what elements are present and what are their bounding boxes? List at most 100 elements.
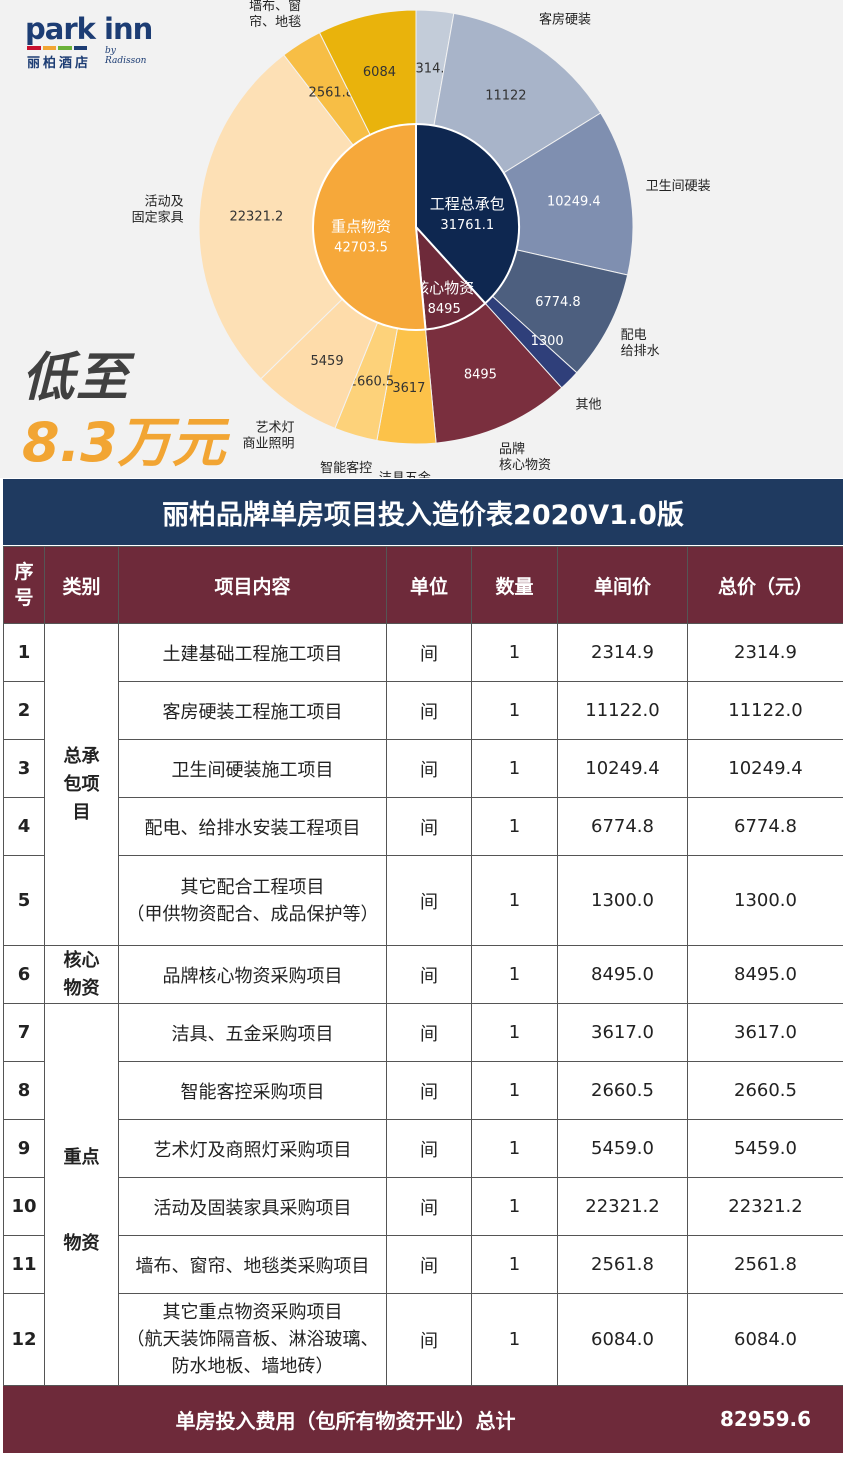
inner-name-label-2: 重点物资 [331, 218, 391, 236]
row-no: 4 [3, 797, 45, 856]
row-item-line1: 其它重点物资采购项目 [162, 1302, 343, 1323]
row-item: 墙布、窗帘、地毯类采购项目 [118, 1235, 387, 1294]
outer-value-label-2: 10249.4 [547, 195, 601, 210]
table-row: 4 配电、给排水安装工程项目 间 1 6774.8 6774.8 [3, 797, 843, 856]
row-price: 11122.0 [557, 681, 688, 740]
logo-brand: park inn [25, 12, 153, 46]
outer-value-label-0: 2314.9 [407, 62, 453, 77]
table-title: 丽柏品牌单房项目投入造价表2020V1.0版 [3, 479, 843, 545]
outer-value-label-11: 6084 [363, 65, 396, 80]
inner-value-label-2: 42703.5 [334, 241, 388, 256]
row-no: 6 [3, 945, 45, 1004]
category-key-line1: 重点 [63, 1146, 100, 1168]
row-item: 土建基础工程施工项目 [118, 623, 387, 682]
row-no: 8 [3, 1061, 45, 1120]
sunburst-chart: 2314.9土建基础11122客房硬装10249.4卫生间硬装6774.8配电给… [132, 0, 711, 478]
outer-category-label-3: 配电给排水 [621, 328, 660, 359]
row-total: 11122.0 [687, 681, 843, 740]
row-total: 22321.2 [687, 1177, 843, 1236]
row-item: 活动及固装家具采购项目 [118, 1177, 387, 1236]
outer-category-label-6: 洁具五金 [379, 470, 431, 478]
row-qty: 1 [471, 797, 558, 856]
category-general-contract: 总承包项目 [44, 623, 119, 946]
row-unit: 间 [386, 1119, 472, 1178]
row-item: 其它重点物资采购项目 （航天装饰隔音板、淋浴玻璃、 防水地板、墙地砖） [118, 1293, 387, 1386]
row-unit: 间 [386, 1293, 472, 1386]
row-price: 10249.4 [557, 739, 688, 798]
table-row: 7 重点 物资 洁具、五金采购项目 间 1 3617.0 3617.0 [3, 1003, 843, 1386]
outer-value-label-9: 22321.2 [230, 210, 284, 225]
row-qty: 1 [471, 1003, 558, 1062]
row-price: 1300.0 [557, 855, 688, 946]
row-item: 卫生间硬装施工项目 [118, 739, 387, 798]
header-total: 总价（元） [687, 546, 843, 624]
logo-dot-blue [73, 46, 87, 50]
row-total: 5459.0 [687, 1119, 843, 1178]
outer-value-label-4: 1300 [531, 334, 564, 349]
inner-slice-0 [415, 122, 520, 305]
outer-category-label-9: 活动及固定家具 [132, 194, 184, 225]
table-row: 1 总承包项目 土建基础工程施工项目 间 1 2314.9 2314.9 [3, 623, 843, 946]
row-no: 9 [3, 1119, 45, 1178]
row-unit: 间 [386, 1235, 472, 1294]
row-item: 客房硬装工程施工项目 [118, 681, 387, 740]
row-qty: 1 [471, 1235, 558, 1294]
row-total: 3617.0 [687, 1003, 843, 1062]
row-price: 3617.0 [557, 1003, 688, 1062]
row-no: 1 [3, 623, 45, 682]
row-qty: 1 [471, 1119, 558, 1178]
table-row: 2 客房硬装工程施工项目 间 1 11122.0 11122.0 [3, 681, 843, 740]
chart-area: 2314.9土建基础11122客房硬装10249.4卫生间硬装6774.8配电给… [0, 0, 843, 478]
table-row: 12 其它重点物资采购项目 （航天装饰隔音板、淋浴玻璃、 防水地板、墙地砖） 间… [3, 1293, 843, 1386]
row-price: 2561.8 [557, 1235, 688, 1294]
row-item-line3: 防水地板、墙地砖） [171, 1356, 334, 1377]
row-unit: 间 [386, 945, 472, 1004]
row-price: 6774.8 [557, 797, 688, 856]
header-no: 序号 [3, 546, 45, 624]
row-unit: 间 [386, 739, 472, 798]
row-no: 10 [3, 1177, 45, 1236]
outer-category-label-1: 客房硬装 [539, 11, 591, 27]
outer-value-label-7: 2660.5 [349, 375, 395, 390]
row-qty: 1 [471, 623, 558, 682]
row-item: 品牌核心物资采购项目 [118, 945, 387, 1004]
outer-category-label-5: 品牌核心物资 [499, 441, 551, 473]
logo-by-radisson: by Radisson [105, 46, 147, 66]
row-unit: 间 [386, 1177, 472, 1236]
header-unit: 单位 [386, 546, 472, 624]
row-unit: 间 [386, 681, 472, 740]
row-unit: 间 [386, 1003, 472, 1062]
row-item-line1: 其它配合工程项目 [180, 876, 325, 898]
row-unit: 间 [386, 855, 472, 946]
row-qty: 1 [471, 1293, 558, 1386]
row-price: 5459.0 [557, 1119, 688, 1178]
row-unit: 间 [386, 1061, 472, 1120]
inner-name-label-1: 核心物资 [414, 279, 474, 297]
row-no: 12 [3, 1293, 45, 1386]
total-value: 82959.6 [687, 1385, 843, 1453]
total-row: 单房投入费用（包所有物资开业）总计 82959.6 [3, 1385, 843, 1453]
row-total: 8495.0 [687, 945, 843, 1004]
row-price: 2314.9 [557, 623, 688, 682]
outer-value-label-10: 2561.8 [309, 85, 355, 100]
row-item: 其它配合工程项目 （甲供物资配合、成品保护等） [118, 855, 387, 946]
row-total: 2561.8 [687, 1235, 843, 1294]
inner-name-label-0: 工程总承包 [430, 195, 505, 213]
row-total: 6774.8 [687, 797, 843, 856]
row-no: 2 [3, 681, 45, 740]
outer-category-label-2: 卫生间硬装 [646, 179, 711, 194]
row-qty: 1 [471, 1177, 558, 1236]
row-no: 11 [3, 1235, 45, 1294]
row-total: 10249.4 [687, 739, 843, 798]
inner-slice-2 [312, 122, 427, 331]
category-core-materials: 核心物资 [44, 945, 119, 1004]
outer-category-label-4: 其他 [575, 398, 601, 413]
park-inn-logo: park inn by Radisson 丽柏酒店 [25, 12, 160, 71]
row-item: 艺术灯及商照灯采购项目 [118, 1119, 387, 1178]
logo-color-bar [27, 46, 87, 50]
logo-dot-green [58, 46, 72, 50]
outer-value-label-6: 3617 [392, 381, 425, 396]
row-total: 2660.5 [687, 1061, 843, 1120]
row-no: 5 [3, 855, 45, 946]
row-qty: 1 [471, 681, 558, 740]
